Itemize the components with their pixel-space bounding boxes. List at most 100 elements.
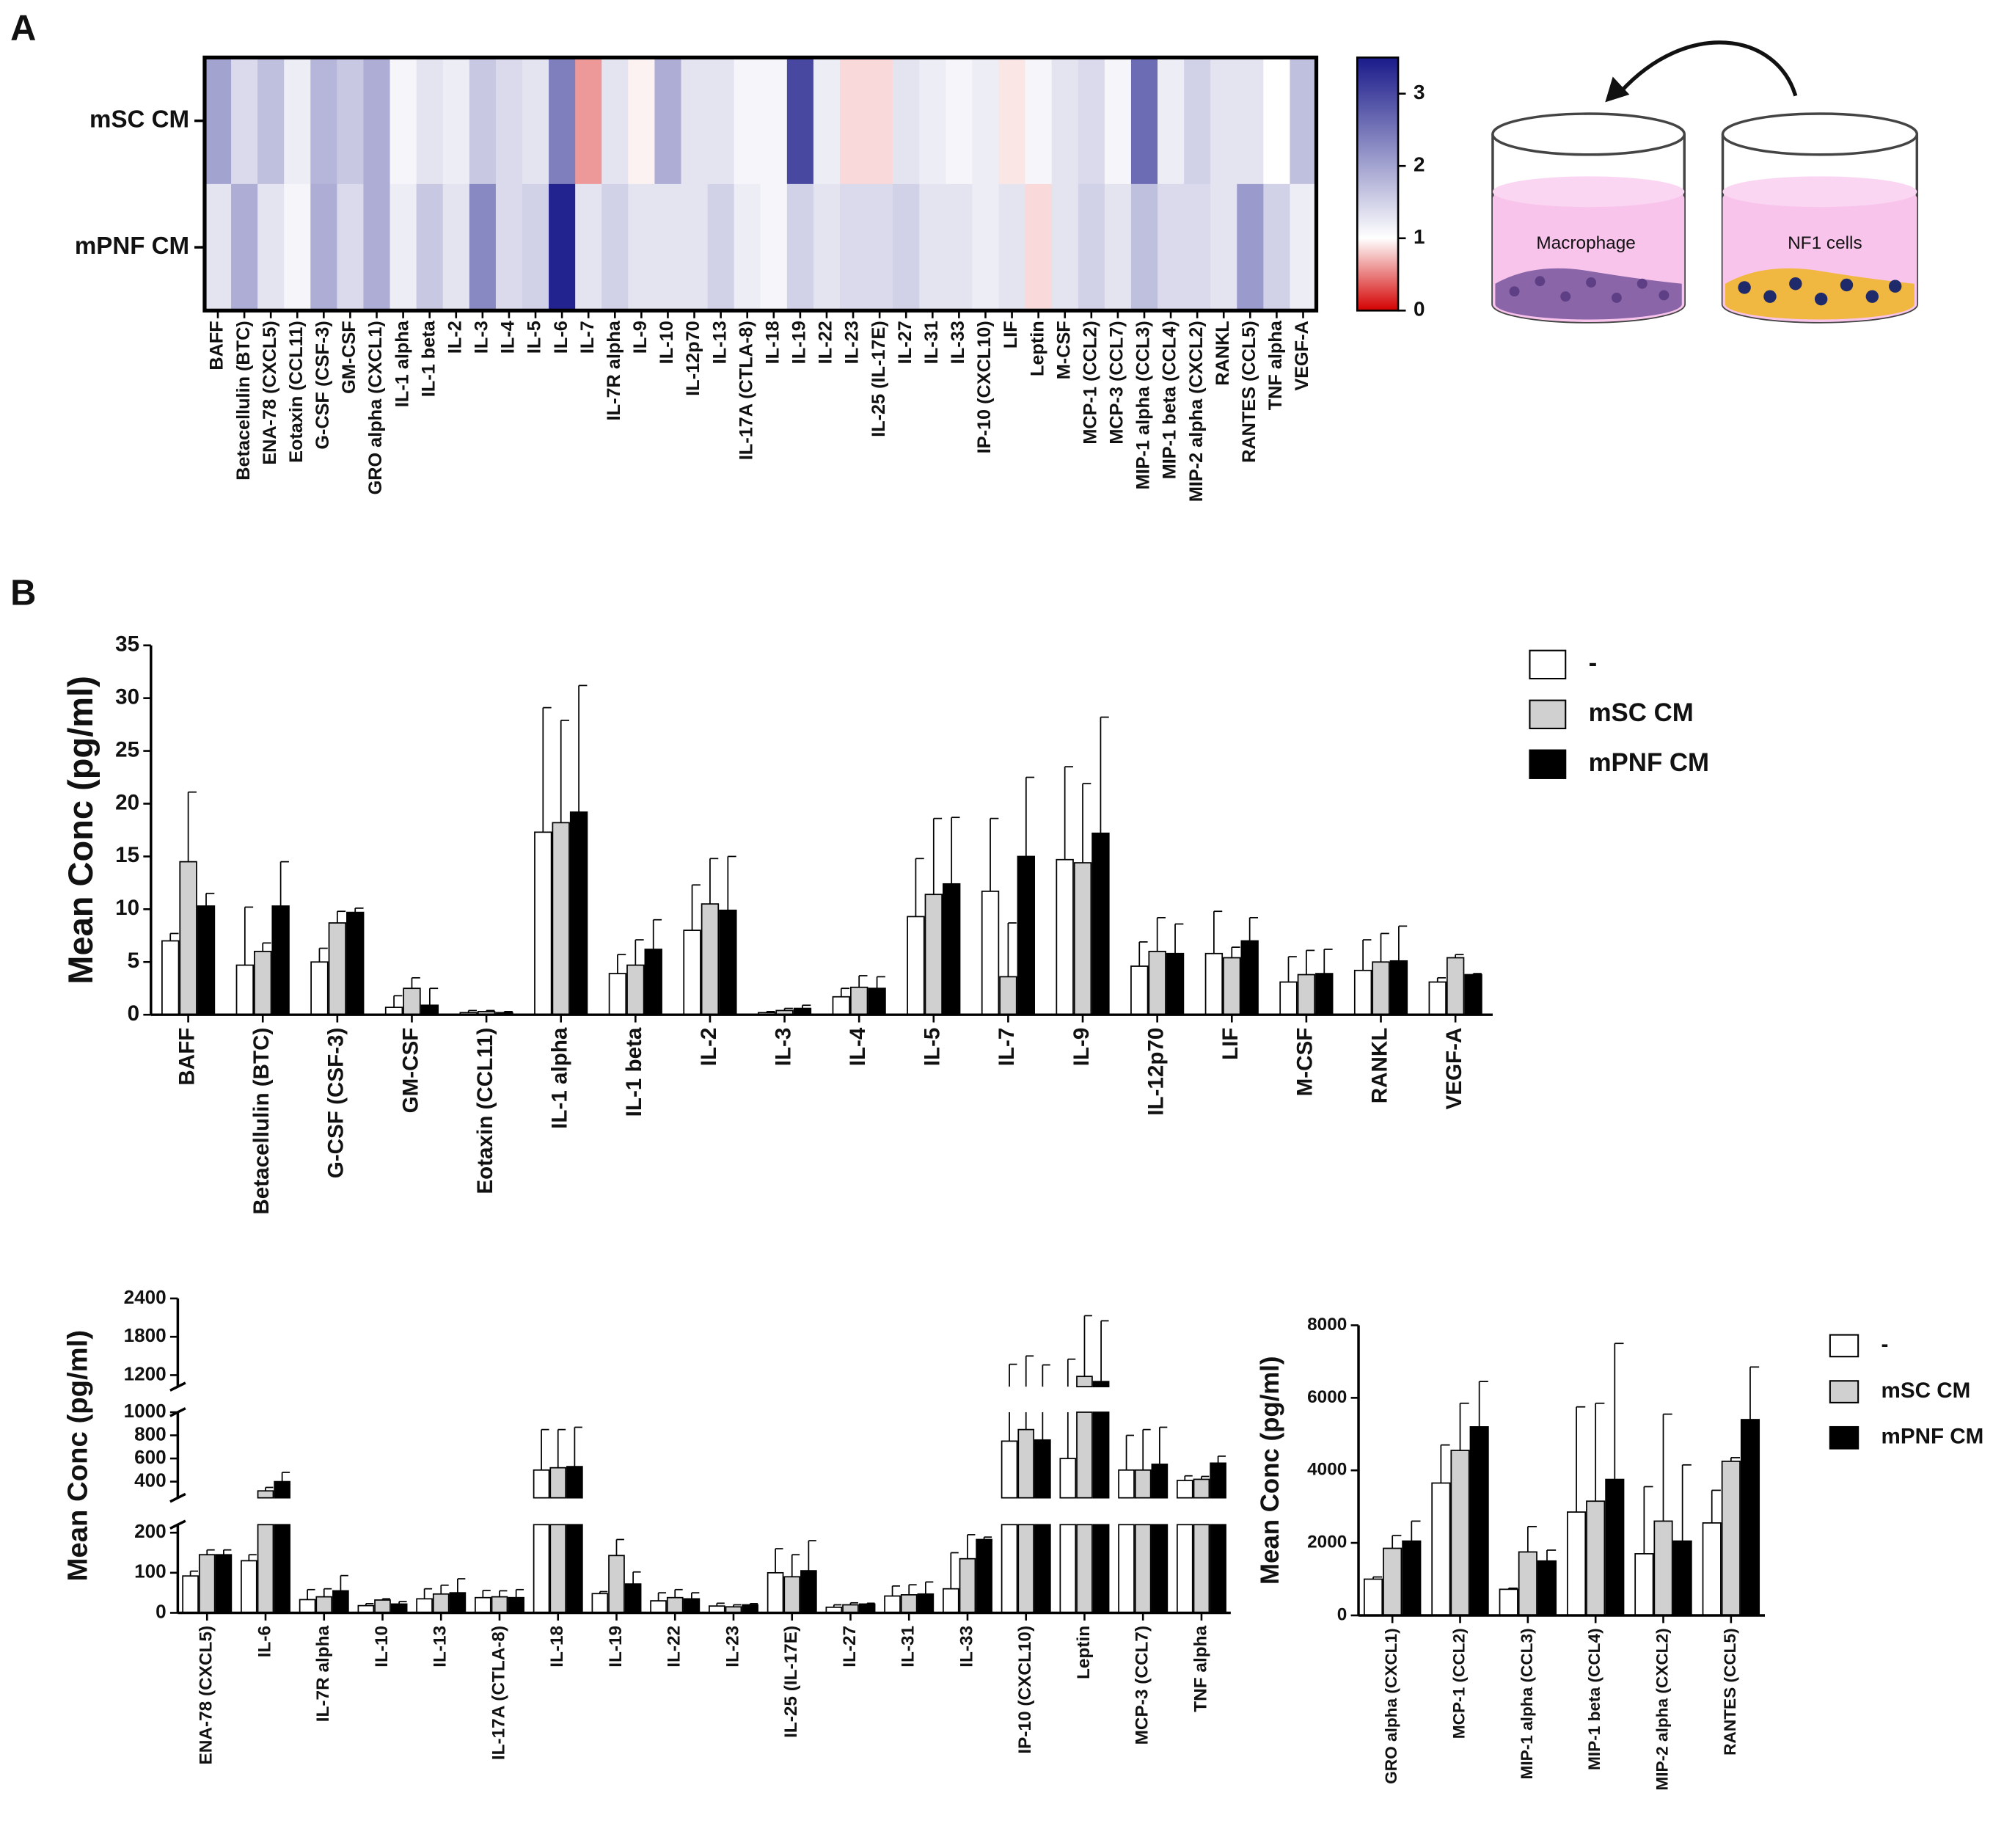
bar <box>1034 1524 1051 1614</box>
bar <box>215 1554 233 1614</box>
x-tick-label: IL-17A (CTLA-8) <box>736 321 756 460</box>
x-tick-label: IL-31 <box>921 321 942 364</box>
bar <box>719 909 737 1016</box>
bar <box>1134 1469 1152 1499</box>
heat-cell <box>1025 57 1053 185</box>
bar <box>1001 1524 1018 1614</box>
bar <box>1056 858 1074 1016</box>
x-tick-label: MIP-2 alpha (CXCL2) <box>1653 1628 1671 1790</box>
heat-cell <box>469 183 497 312</box>
x-tick-label: IL-5 <box>524 321 545 354</box>
medium-top <box>1722 176 1917 208</box>
bar <box>591 1593 609 1614</box>
x-tick-label: IL-1 alpha <box>392 320 412 407</box>
bar <box>1383 1547 1403 1616</box>
bar <box>1537 1560 1557 1616</box>
bar <box>1073 862 1092 1016</box>
y-tick-label: 30 <box>115 684 139 709</box>
x-tick-label: IL-6 <box>551 321 571 354</box>
y-tick-label: 0 <box>156 1600 167 1622</box>
x-tick-label: IL-7 <box>577 321 598 354</box>
heat-cell <box>734 57 761 185</box>
bar <box>1034 1439 1051 1499</box>
bar <box>257 1490 274 1499</box>
x-tick-label: IL-17A (CTLA-8) <box>489 1626 508 1760</box>
bar <box>1721 1460 1741 1616</box>
bar <box>1672 1540 1692 1616</box>
bar <box>299 1599 316 1614</box>
legend-swatch <box>1829 1425 1859 1450</box>
bar <box>179 861 197 1016</box>
bar <box>1518 1551 1537 1616</box>
bar <box>1059 1524 1077 1614</box>
x-tick-label: VEGF-A <box>1292 321 1312 390</box>
bar <box>683 930 701 1016</box>
heat-cell <box>654 57 682 185</box>
heat-cell <box>1290 57 1317 185</box>
bar <box>868 987 886 1016</box>
bar <box>491 1596 508 1614</box>
bar <box>1130 965 1149 1016</box>
heat-cell <box>337 57 365 185</box>
heat-cell <box>522 183 549 312</box>
bar <box>683 1598 701 1614</box>
bar <box>1092 1381 1110 1387</box>
bar <box>432 1593 450 1614</box>
bar <box>1151 1464 1169 1499</box>
y-tick-label: 0 <box>1337 1604 1347 1624</box>
bar <box>1017 855 1036 1016</box>
x-tick-label: MCP-3 (CCL7) <box>1133 1626 1152 1745</box>
heat-cell <box>866 183 893 312</box>
bar <box>549 1467 567 1499</box>
x-tick-label: IL-7R alpha <box>604 320 624 420</box>
heat-cell <box>284 183 312 312</box>
x-tick-label: IL-7R alpha <box>313 1625 333 1722</box>
bar <box>800 1570 817 1614</box>
bar <box>644 949 662 1016</box>
bar <box>1740 1419 1760 1616</box>
x-tick-label: MIP-1 alpha (CCL3) <box>1518 1628 1536 1779</box>
y-tick-label: 10 <box>115 896 139 920</box>
bar <box>533 1469 550 1499</box>
bar <box>1297 974 1316 1016</box>
x-tick-label: M-CSF <box>1053 321 1074 379</box>
arrow <box>1619 40 1798 97</box>
heat-cell <box>1078 57 1105 185</box>
x-tick-label: IL-9 <box>630 321 651 354</box>
row-label: mSC CM <box>89 106 189 133</box>
colorbar-tick-label: 2 <box>1414 153 1425 176</box>
y-tick-label: 1200 <box>124 1362 167 1384</box>
x-tick-label: IL-9 <box>1069 1028 1094 1067</box>
x-tick-label: GM-CSF <box>339 321 359 394</box>
heat-cell <box>1184 183 1211 312</box>
x-tick-label: TNF alpha <box>1191 1625 1210 1712</box>
bar <box>1118 1469 1135 1499</box>
bar <box>942 883 961 1016</box>
x-tick-label: MIP-2 alpha (CXCL2) <box>1186 321 1207 502</box>
bar <box>566 1524 583 1614</box>
diagram-label: Macrophage <box>1536 233 1636 253</box>
bar <box>315 1596 333 1614</box>
heat-cell <box>786 183 814 312</box>
bar <box>1017 1428 1035 1499</box>
x-tick-label: MIP-1 beta (CCL4) <box>1160 321 1180 479</box>
heat-cell <box>1078 183 1105 312</box>
heat-cell <box>363 57 391 185</box>
bar <box>1353 969 1372 1016</box>
x-tick-label: M-CSF <box>1293 1028 1317 1097</box>
bar <box>1176 1480 1193 1499</box>
bar <box>1151 1524 1169 1614</box>
bar <box>1193 1478 1210 1499</box>
bar <box>1017 1524 1035 1614</box>
heat-cell <box>204 183 232 312</box>
legend-swatch <box>1529 699 1567 730</box>
bar <box>198 1554 216 1614</box>
heat-cell <box>1130 57 1158 185</box>
bar <box>1372 961 1390 1016</box>
x-tick-label: ENA-78 (CXCL5) <box>197 1626 216 1765</box>
y-tick-label: 2000 <box>1307 1533 1347 1552</box>
bar <box>1389 960 1408 1016</box>
macrophage-nuclei <box>1509 276 1670 303</box>
bar <box>475 1596 491 1614</box>
